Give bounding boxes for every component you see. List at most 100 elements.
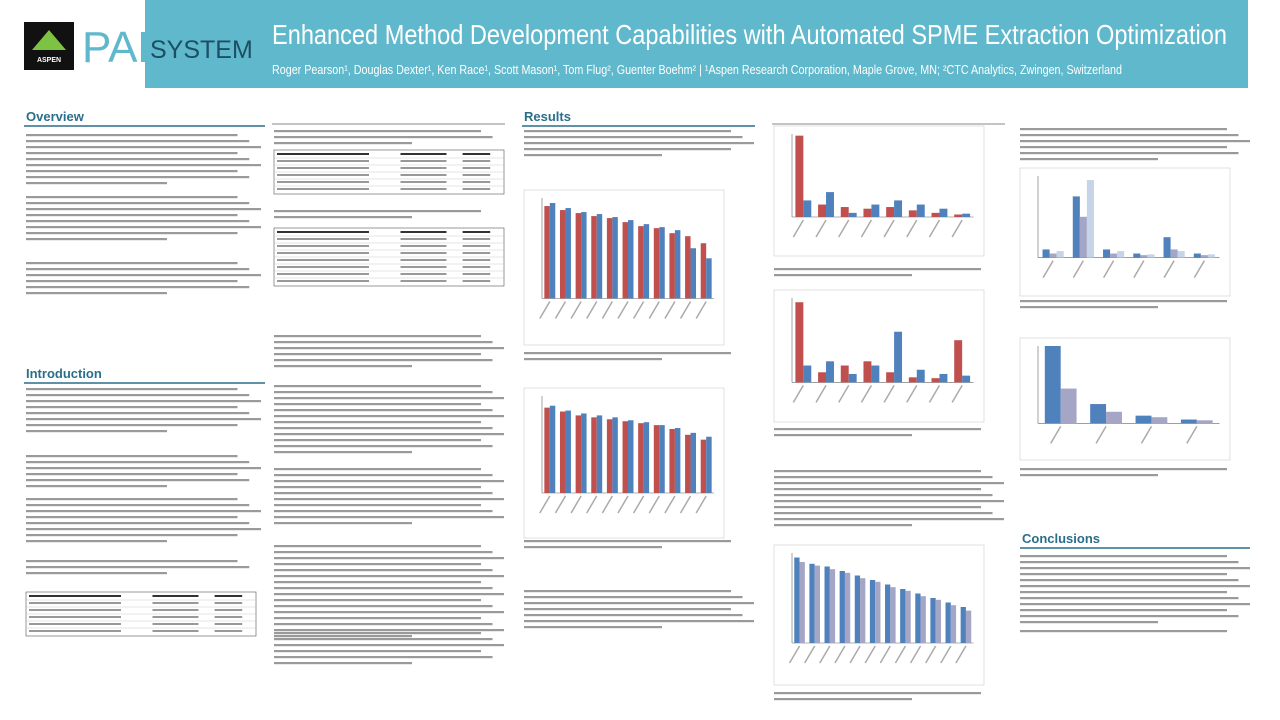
category-label [792,385,804,403]
bar [931,212,940,217]
section-heading: Conclusions [1022,531,1100,546]
text-line [524,540,731,543]
category-label [834,645,846,664]
table-cell-text [214,609,243,611]
text-line [274,569,493,572]
text-line [524,352,731,355]
table-cell-text [462,238,491,240]
table-cell-text [152,595,199,597]
category-label [1042,260,1054,278]
text-line [524,136,743,139]
text-line [274,421,481,424]
bar [1086,180,1094,258]
table-cell-text [462,188,491,190]
category-label [1140,426,1153,444]
text-line [274,635,412,638]
text-line [524,620,754,623]
text-line [274,142,412,145]
text-line [274,397,504,400]
bar [908,377,917,383]
text-line [774,268,981,271]
text-line [524,626,662,629]
category-label [906,385,918,403]
category-label [554,301,567,319]
text-line [1020,615,1239,618]
bar [596,214,603,299]
text-line [274,468,481,471]
bar [1170,249,1178,258]
category-label [679,495,692,514]
category-label [648,495,660,514]
bar [803,365,812,383]
text-line [1020,597,1239,600]
bar [854,575,861,643]
text-line [26,485,167,488]
category-label [955,645,967,664]
text-line [274,136,493,139]
table-cell-text [400,160,447,162]
table-cell-text [400,252,447,254]
category-label [838,385,850,403]
bar [840,207,849,217]
category-label [804,645,816,664]
text-line [26,467,261,470]
bar [871,204,880,217]
bar [659,425,665,493]
bar [795,302,804,383]
text-line [1020,591,1227,594]
text-line [26,292,167,295]
logo-system: SYSTEM [150,36,253,64]
bar [863,361,872,383]
text-line [26,522,250,525]
category-label [951,219,963,238]
text-line [274,130,481,133]
text-line [26,528,261,531]
text-line [274,662,412,665]
bar [844,572,851,643]
category-label [925,645,937,664]
bar [950,605,957,643]
text-line [26,510,261,513]
table-cell-text [400,259,447,261]
text-line [274,480,504,483]
text-line [26,479,250,482]
bar [875,581,881,643]
table-cell-text [277,153,369,155]
table-cell-text [277,273,369,275]
bar [643,224,650,299]
bar [674,428,681,493]
table-cell-text [29,595,121,597]
bar [1135,415,1152,424]
text-line [26,146,261,149]
table-cell-text [277,238,369,240]
text-line [26,238,167,241]
table-cell-text [277,167,369,169]
text-line [274,587,493,590]
text-line [274,650,481,653]
text-line [274,216,412,219]
text-line [1020,300,1227,303]
text-line [274,353,481,356]
bar [916,204,925,217]
category-label [539,495,551,514]
bar [920,596,926,643]
bar [622,222,628,299]
bar [962,213,971,217]
bar [653,228,660,299]
bar [1044,346,1061,424]
table-cell-text [152,616,199,618]
table-cell-text [152,630,199,632]
text-line [1020,146,1227,149]
bar [931,378,940,383]
category-label [570,301,582,319]
text-line [274,545,481,548]
text-line [274,599,481,602]
text-line [774,518,1004,521]
table-cell-text [277,231,369,233]
category-label [586,301,598,319]
bar [945,602,951,643]
bar [544,206,550,299]
text-line [524,614,743,617]
text-line [524,546,662,549]
bar [894,331,903,383]
